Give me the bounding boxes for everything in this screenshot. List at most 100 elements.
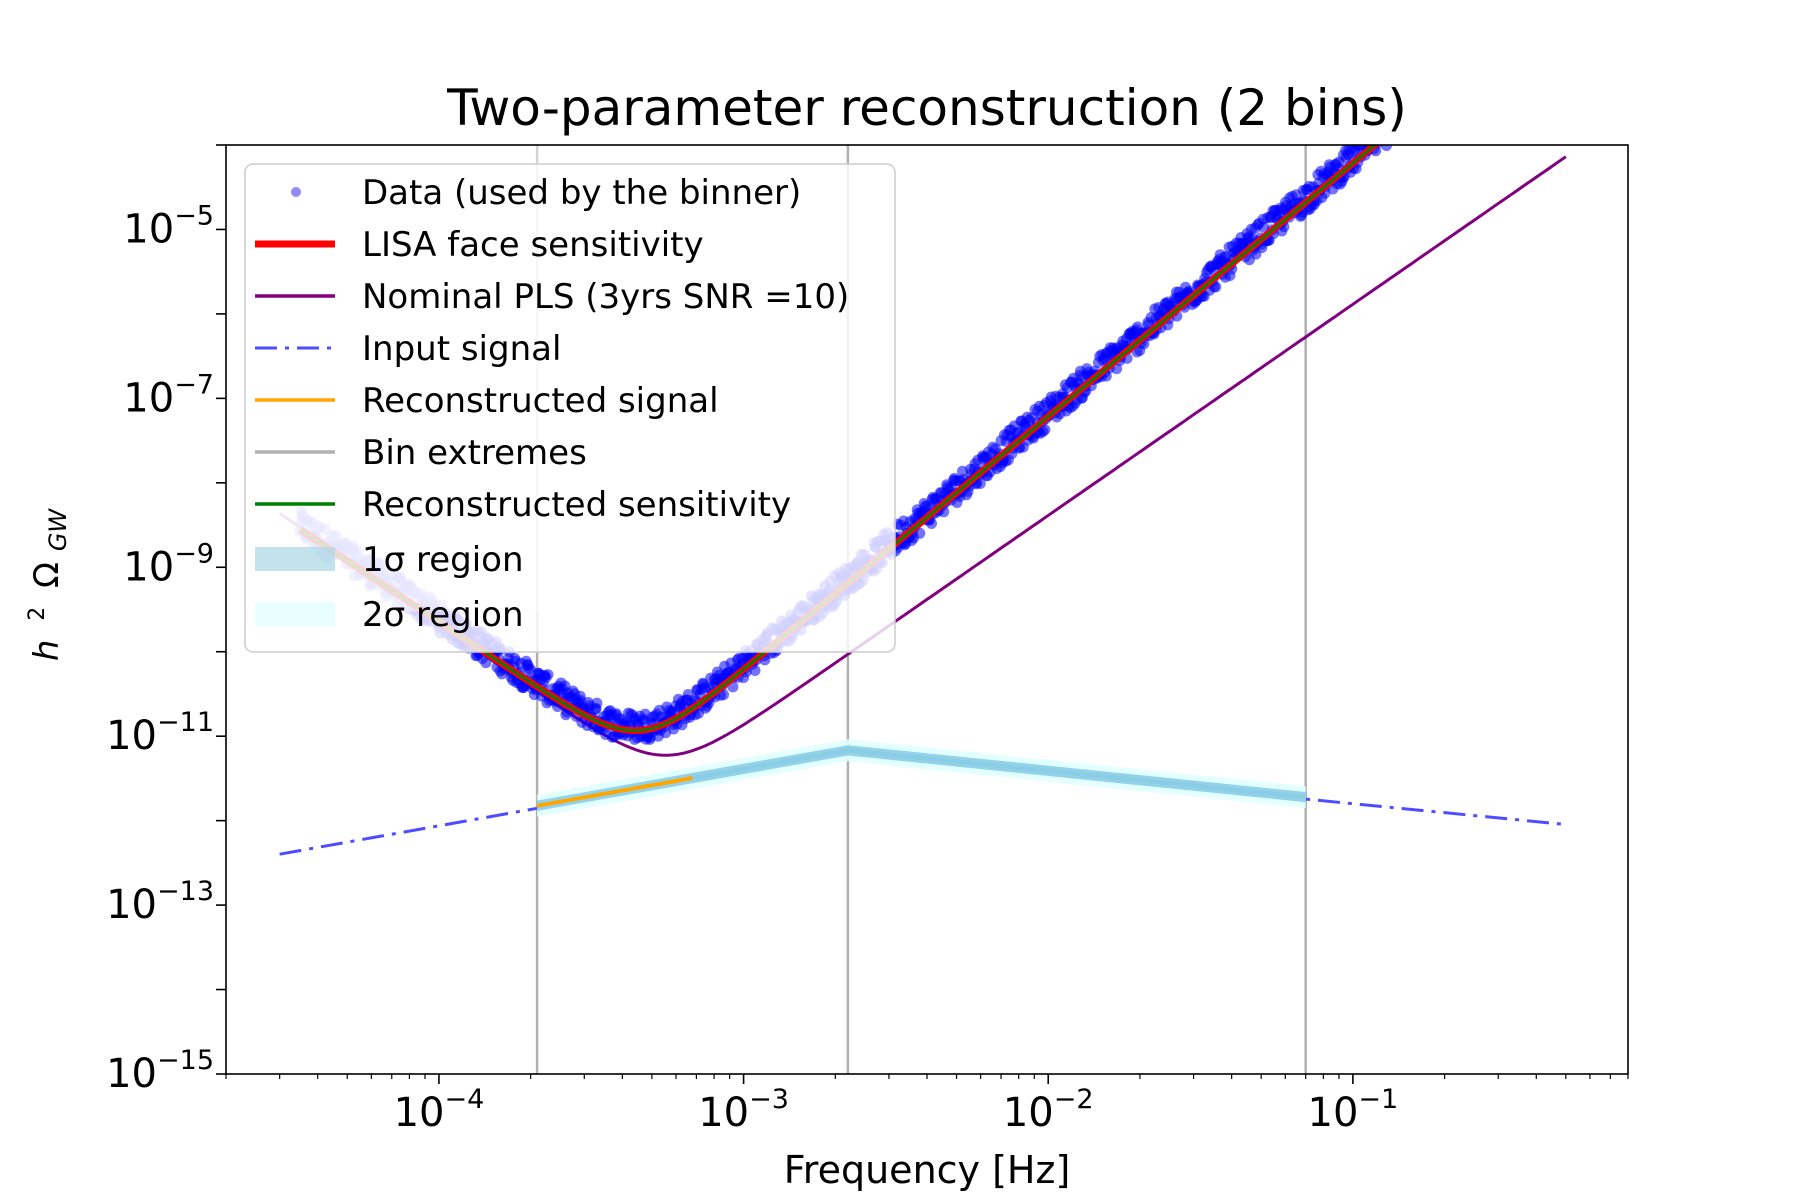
data-point [1039,424,1051,436]
y-tick-label-2: 10−7 [123,369,214,421]
data-point [1477,52,1488,63]
data-point [1481,55,1492,66]
data-point [1436,87,1447,98]
y-label-exp: 2 [25,607,50,621]
data-point [1460,67,1471,78]
legend-item-2: LISA face sensitivity [255,225,704,265]
data-point [1525,0,1536,9]
data-point [1513,3,1524,14]
data-point [1430,73,1441,84]
data-point [1508,27,1519,38]
x-tick-label-2: 10−3 [698,1084,789,1136]
legend-label: Nominal PLS (3yrs SNR =10) [362,277,849,317]
y-tick-label-1: 10−5 [123,200,214,252]
data-point [1535,8,1546,19]
data-point [1539,0,1550,5]
data-point [1490,29,1501,40]
reconstructed-sensitivity-curve [299,145,1377,732]
data-point [1436,81,1447,92]
x-axis-label: Frequency [Hz] [784,1148,1071,1192]
data-point [1495,40,1506,51]
data-point [926,518,937,529]
data-point [1528,1,1539,12]
data-point [1539,7,1550,18]
data-point [1522,17,1533,28]
data-point [1408,109,1419,120]
data-point [1443,84,1454,95]
data-point [1530,0,1541,5]
legend-label: Reconstructed signal [362,381,719,421]
data-point [1455,75,1466,86]
data-point [1406,102,1417,113]
data-point [1446,65,1457,76]
data-point [1417,85,1428,96]
data-point [1434,77,1445,88]
legend-label: Input signal [362,329,561,369]
legend-patch [255,547,335,571]
data-point [1499,15,1510,26]
data-point [1416,85,1427,96]
data-point [1498,35,1509,46]
data-point [1491,35,1502,46]
data-point [1510,29,1521,40]
data-point [1414,110,1425,121]
data-point [1432,80,1443,91]
legend-item-1: Data (used by the binner) [291,173,801,213]
data-point [1476,47,1487,58]
x-tick-label-3: 10−2 [1003,1084,1094,1136]
data-point [1422,88,1433,99]
legend-label: Reconstructed sensitivity [362,485,791,525]
data-point [1475,59,1486,70]
data-point [1482,28,1493,39]
data-point [749,665,761,676]
y-tick-label-4: 10−11 [106,707,214,759]
data-point [1505,19,1516,30]
data-point [1457,69,1468,80]
data-point [1413,108,1424,119]
sigma2-region [537,739,1306,817]
data-point [1445,60,1456,71]
data-point [1430,88,1441,99]
data-point [1503,19,1514,30]
data-point [1478,37,1489,48]
data-point [480,657,492,669]
data-point [1526,0,1537,7]
data-point [1486,48,1497,59]
data-point [1487,34,1498,45]
data-point [1423,94,1434,105]
data-point [1433,94,1444,105]
data-point [1486,42,1497,53]
data-point [1523,17,1534,28]
data-point [974,478,986,489]
data-point [1513,19,1524,30]
data-point [1462,62,1473,73]
data-point [1492,31,1503,42]
data-point [1410,109,1421,120]
data-point [1442,75,1453,86]
data-point [1468,43,1479,54]
data-point [1465,51,1476,62]
data-point [1471,47,1482,58]
y-axis-ticks: 10−5 10−7 10−9 10−11 10−13 10−15 [106,144,226,1097]
data-point [1473,43,1484,54]
data-point [1514,14,1525,25]
data-point [1512,9,1523,20]
data-point [1497,34,1508,45]
data-point [1451,60,1462,71]
data-point [1450,73,1461,84]
y-label-omega: Ω [27,562,67,588]
data-point [1467,53,1478,64]
data-point [1500,33,1511,44]
data-point [1410,109,1421,120]
data-point [1438,77,1449,88]
data-point [1407,117,1418,128]
data-point [1479,49,1490,60]
data-point [1441,64,1452,75]
legend: Data (used by the binner) LISA face sensi… [244,163,896,653]
data-point [1427,77,1438,88]
data-point [1440,69,1451,80]
data-point [1506,12,1517,23]
data-point [1428,83,1439,94]
data-point [1453,62,1464,73]
